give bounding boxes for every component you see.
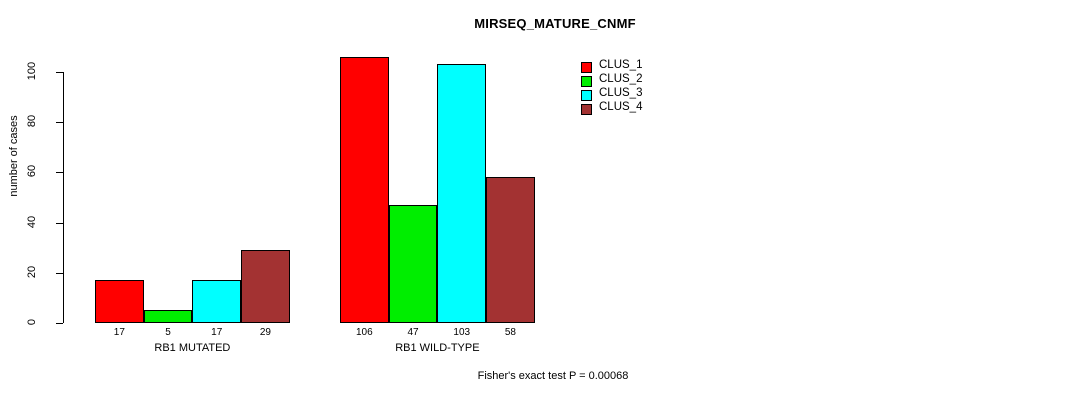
y-tick-mark [56,272,63,274]
bar-value-label: 17 [113,327,125,338]
legend-item: CLUS_3 [581,87,701,102]
bar-rb1-wild-type-clus_2 [388,205,438,323]
legend-swatch-icon [581,90,592,101]
legend-item: CLUS_4 [581,101,701,116]
y-tick-mark [56,122,63,124]
bar-value-label: 29 [259,327,271,338]
chart-title-text: MIRSEQ_MATURE_CNMF [474,16,636,31]
legend-swatch-icon [581,62,592,73]
bar-rb1-mutated-clus_1 [95,280,144,323]
chart-annotation: Fisher's exact test P = 0.00068 [0,370,1090,382]
bar-value-label: 106 [356,327,373,338]
y-tick-label: 20 [26,265,38,278]
y-tick-label: 40 [26,215,38,228]
bar-rb1-wild-type-clus_4 [486,177,535,323]
legend-label: CLUS_1 [599,59,643,71]
bar-value-label: 103 [453,327,471,338]
y-tick-mark [56,323,63,324]
legend-item: CLUS_2 [581,73,701,88]
y-tick-label: 80 [26,115,38,128]
bar-rb1-wild-type-clus_3 [437,64,487,323]
chart-annotation-text: Fisher's exact test P = 0.00068 [477,370,629,382]
legend-swatch-icon [581,104,592,115]
bar-rb1-wild-type-clus_1 [340,56,389,323]
chart-title: MIRSEQ_MATURE_CNMF [0,16,1090,31]
bar-value-label: 5 [165,327,171,338]
legend-label: CLUS_3 [599,87,643,99]
bar-value-label: 58 [504,327,516,338]
bar-rb1-mutated-clus_4 [241,250,290,323]
legend-label: CLUS_4 [599,101,643,113]
y-tick-mark [56,172,63,174]
y-tick-label: 100 [26,61,38,81]
bar-rb1-mutated-clus_2 [143,310,193,323]
bar-value-label: 17 [211,327,223,338]
y-tick-mark [56,72,63,73]
x-group-label: RB1 WILD-TYPE [395,342,480,354]
bar-rb1-mutated-clus_3 [192,280,242,323]
y-tick-mark [56,222,63,224]
x-group-label: RB1 MUTATED [154,342,231,354]
legend-label: CLUS_2 [599,73,643,85]
y-axis-line [63,72,64,323]
y-tick-label: 0 [26,318,38,326]
legend-swatch-icon [581,76,592,87]
plot-area: 0 20 40 60 80 100 17 5 17 29 RB1 MUTATED 106 47 103 5… [26,56,535,354]
legend: CLUS_1 CLUS_2 CLUS_3 CLUS_4 [581,59,701,116]
y-tick-label: 60 [26,165,38,178]
bar-value-label: 47 [407,327,419,338]
legend-item: CLUS_1 [581,59,701,74]
